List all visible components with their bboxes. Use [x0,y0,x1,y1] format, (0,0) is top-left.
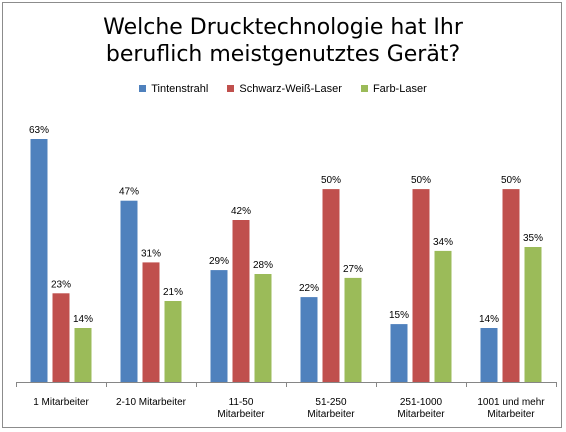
data-label: 21% [163,287,183,298]
bar-tintenstrahl [210,270,228,382]
legend-item-tintenstrahl: Tintenstrahl [139,83,208,95]
legend-swatch [360,85,368,92]
category-label: 251-1000 [400,397,443,408]
bar-tintenstrahl [480,328,498,382]
category-label: Mitarbeiter [487,409,535,420]
data-label: 47% [119,187,139,198]
data-label: 50% [501,175,521,186]
bar-tintenstrahl [390,324,408,382]
bar-farb-laser [434,250,452,382]
bar-farb-laser [74,328,92,382]
bar-tintenstrahl [30,139,48,382]
bar-farb-laser [254,274,272,382]
bar-schwarz-wei-laser [502,189,520,382]
data-label: 22% [299,283,319,294]
category-label: Mitarbeiter [217,409,265,420]
category-label: 1 Mitarbeiter [33,397,89,408]
data-label: 63% [29,125,49,136]
data-label: 50% [411,175,431,186]
legend-label: Tintenstrahl [151,83,209,95]
bar-schwarz-wei-laser [322,189,340,382]
legend-swatch [139,85,147,92]
category-label: 11-50 [229,397,254,408]
bar-farb-laser [524,247,542,382]
bar-schwarz-wei-laser [232,220,250,382]
category-label: Mitarbeiter [307,409,355,420]
bar-schwarz-wei-laser [142,262,160,382]
legend-label: Farb-Laser [372,83,427,95]
bar-farb-laser [344,277,362,382]
category-label: 1001 und mehr [477,397,545,408]
data-label: 28% [253,260,273,271]
bar-schwarz-wei-laser [52,293,70,382]
bar-farb-laser [164,301,182,382]
chart-frame [2,2,562,428]
bar-schwarz-wei-laser [412,189,430,382]
data-label: 31% [141,248,161,259]
chart-legend: Tintenstrahl Schwarz-Weiß-Laser Farb-Las… [0,83,566,95]
data-label: 35% [523,233,543,244]
data-label: 50% [321,175,341,186]
data-label: 27% [343,264,363,275]
data-label: 14% [479,314,499,325]
category-label: Mitarbeiter [397,409,445,420]
legend-swatch [227,85,235,92]
category-label: 51-250 [315,397,347,408]
data-label: 29% [209,256,229,267]
data-label: 23% [51,279,71,290]
data-label: 15% [389,310,409,321]
data-label: 14% [73,314,93,325]
bar-tintenstrahl [300,297,318,382]
legend-item-farb-laser: Farb-Laser [360,83,427,95]
data-label: 34% [433,237,453,248]
legend-label: Schwarz-Weiß-Laser [239,83,342,95]
category-label: 2-10 Mitarbeiter [116,397,187,408]
bar-tintenstrahl [120,200,138,382]
chart-title: Welche Drucktechnologie hat Ihr beruflic… [103,15,463,67]
data-label: 42% [231,206,251,217]
legend-item-schwarz-weiss-laser: Schwarz-Weiß-Laser [227,83,342,95]
